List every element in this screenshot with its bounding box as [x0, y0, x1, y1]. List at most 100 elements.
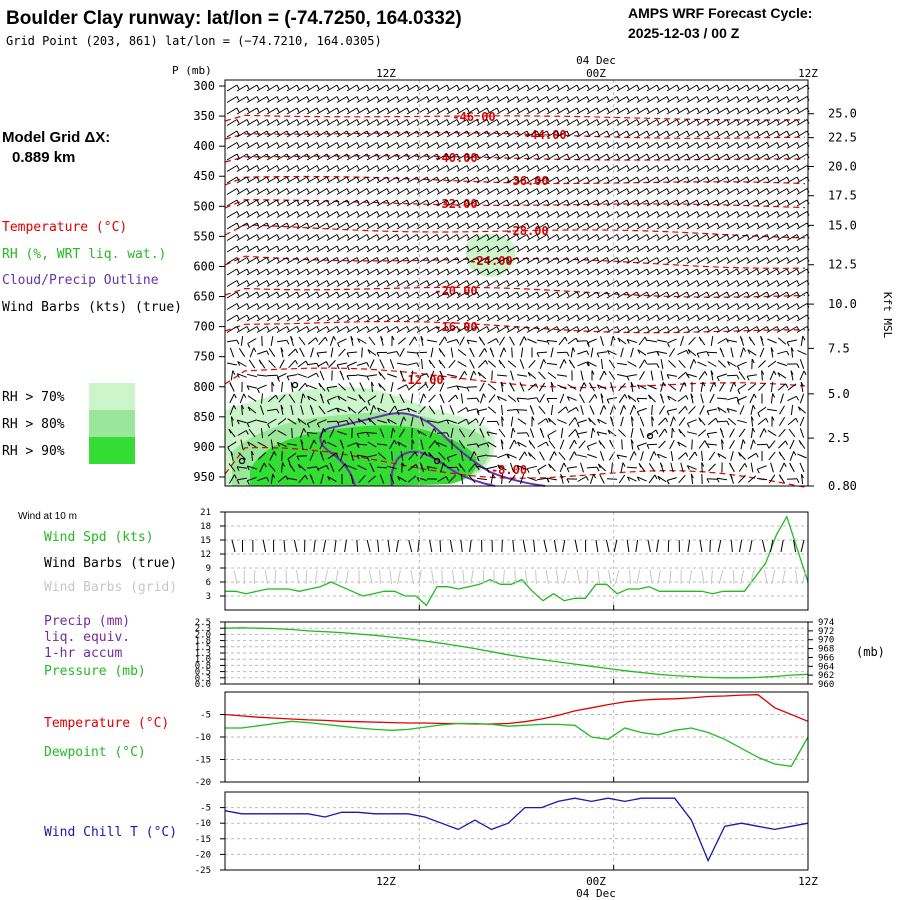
- wind-barb: [296, 280, 308, 287]
- wind-barb-flag: [346, 280, 350, 285]
- wind-barb-flag: [366, 211, 370, 216]
- wind-barb: [356, 234, 368, 241]
- wind-barb: [317, 464, 327, 471]
- wind-barb: [256, 199, 268, 207]
- wind-barb: [796, 199, 808, 207]
- wind-barb: [336, 188, 348, 195]
- wind-barb-flag: [316, 222, 320, 228]
- wind-barb-flag: [656, 453, 660, 459]
- wind-barb-flag: [536, 84, 540, 90]
- wind-barb: [786, 188, 798, 195]
- wind-barb: [526, 326, 538, 333]
- wind-barb-flag: [786, 84, 790, 90]
- wind-barb: [426, 234, 438, 241]
- wind-barb: [786, 153, 798, 161]
- wind-barb-flag: [496, 84, 500, 90]
- wind-barb-flag: [756, 188, 760, 193]
- wind-barb-flag: [713, 382, 717, 387]
- wind-barb-grid: [732, 569, 735, 585]
- wind-barb-flag: [656, 119, 660, 124]
- wind-barb-flag: [706, 188, 710, 193]
- panel-border: [224, 511, 809, 611]
- wind-barb-flag: [636, 257, 640, 262]
- wind-barb: [426, 326, 438, 333]
- wind-barb-flag: [616, 199, 620, 205]
- wind-barb-flag: [474, 463, 478, 468]
- wind-barb: [446, 188, 458, 195]
- wind-barb: [266, 291, 278, 299]
- wind-barb-flag: [276, 314, 280, 320]
- wind-barb: [236, 303, 248, 310]
- wind-barb: [226, 303, 238, 310]
- wind-barb-flag: [501, 416, 505, 421]
- wind-barb: [236, 176, 248, 184]
- wind-barb-flag: [456, 96, 460, 101]
- wind-barb-flag: [546, 176, 550, 182]
- wind-barb: [386, 130, 398, 138]
- legend-wind-barbs-grid: Wind Barbs (grid): [44, 580, 177, 595]
- wind-barb: [306, 211, 318, 218]
- wind-barb: [688, 336, 696, 346]
- temperature-contour: [224, 446, 806, 488]
- wind-barb: [456, 303, 468, 310]
- wind-barb: [466, 130, 478, 138]
- wind-barb-flag: [546, 199, 550, 205]
- wind-barb: [496, 280, 508, 287]
- wind-barb: [746, 176, 758, 184]
- wind-barb-flag: [376, 119, 380, 124]
- wind-barb-flag: [671, 427, 675, 433]
- wind-barb: [536, 222, 548, 230]
- wind-barb-flag: [706, 257, 710, 262]
- wind-barb: [606, 245, 618, 253]
- wind-barb-flag: [266, 153, 270, 159]
- wind-barb: [706, 351, 718, 354]
- wind-barb: [257, 441, 267, 448]
- wind-barb: [316, 130, 328, 138]
- wind-barb-flag: [295, 348, 299, 354]
- wind-barb-flag: [546, 477, 550, 483]
- wind-barb-flag: [746, 176, 750, 182]
- wind-barb-flag: [436, 188, 440, 193]
- wind-barb: [389, 474, 395, 484]
- wind-barb-flag: [346, 165, 350, 170]
- wind-barb: [368, 417, 376, 426]
- wind-barb: [746, 142, 758, 149]
- wind-barb-flag: [636, 280, 640, 285]
- wind-barb: [410, 370, 414, 381]
- wind-barb-flag: [306, 96, 310, 101]
- wind-barb: [426, 130, 438, 138]
- wind-barb-flag: [386, 234, 390, 239]
- wind-barb: [676, 268, 688, 276]
- wind-barb: [456, 119, 468, 126]
- wind-barb: [516, 234, 528, 241]
- wind-barb-flag: [526, 303, 530, 308]
- wind-barb: [566, 314, 578, 322]
- wind-barb-flag: [736, 314, 740, 320]
- wind-barb: [726, 222, 738, 230]
- wind-barb: [800, 336, 804, 346]
- wind-barb-flag: [473, 370, 477, 376]
- wind-barb-flag: [396, 153, 400, 159]
- wind-barb: [636, 257, 648, 264]
- wind-barb-flag: [356, 199, 360, 205]
- wind-barb-flag: [263, 462, 267, 468]
- wind-barb-flag: [606, 280, 610, 285]
- wind-barb: [366, 142, 378, 149]
- wind-barb-flag: [607, 429, 611, 435]
- wind-barb: [556, 222, 568, 230]
- wind-barb-flag: [776, 245, 780, 251]
- wind-barb: [506, 314, 518, 322]
- wind-barb: [296, 222, 308, 230]
- wind-barb-flag: [537, 469, 541, 475]
- wind-barb: [466, 119, 478, 126]
- wind-barb: [376, 199, 388, 207]
- wind-barb: [336, 165, 348, 172]
- wind-barb-flag: [426, 257, 430, 262]
- wind-barb-flag: [646, 291, 650, 297]
- wind-barb-flag: [486, 468, 490, 473]
- wind-barb-flag: [486, 165, 490, 170]
- wind-barb: [736, 119, 748, 126]
- wind-barb: [586, 211, 598, 218]
- wind-barb: [346, 130, 358, 138]
- wind-barb-flag: [666, 291, 670, 297]
